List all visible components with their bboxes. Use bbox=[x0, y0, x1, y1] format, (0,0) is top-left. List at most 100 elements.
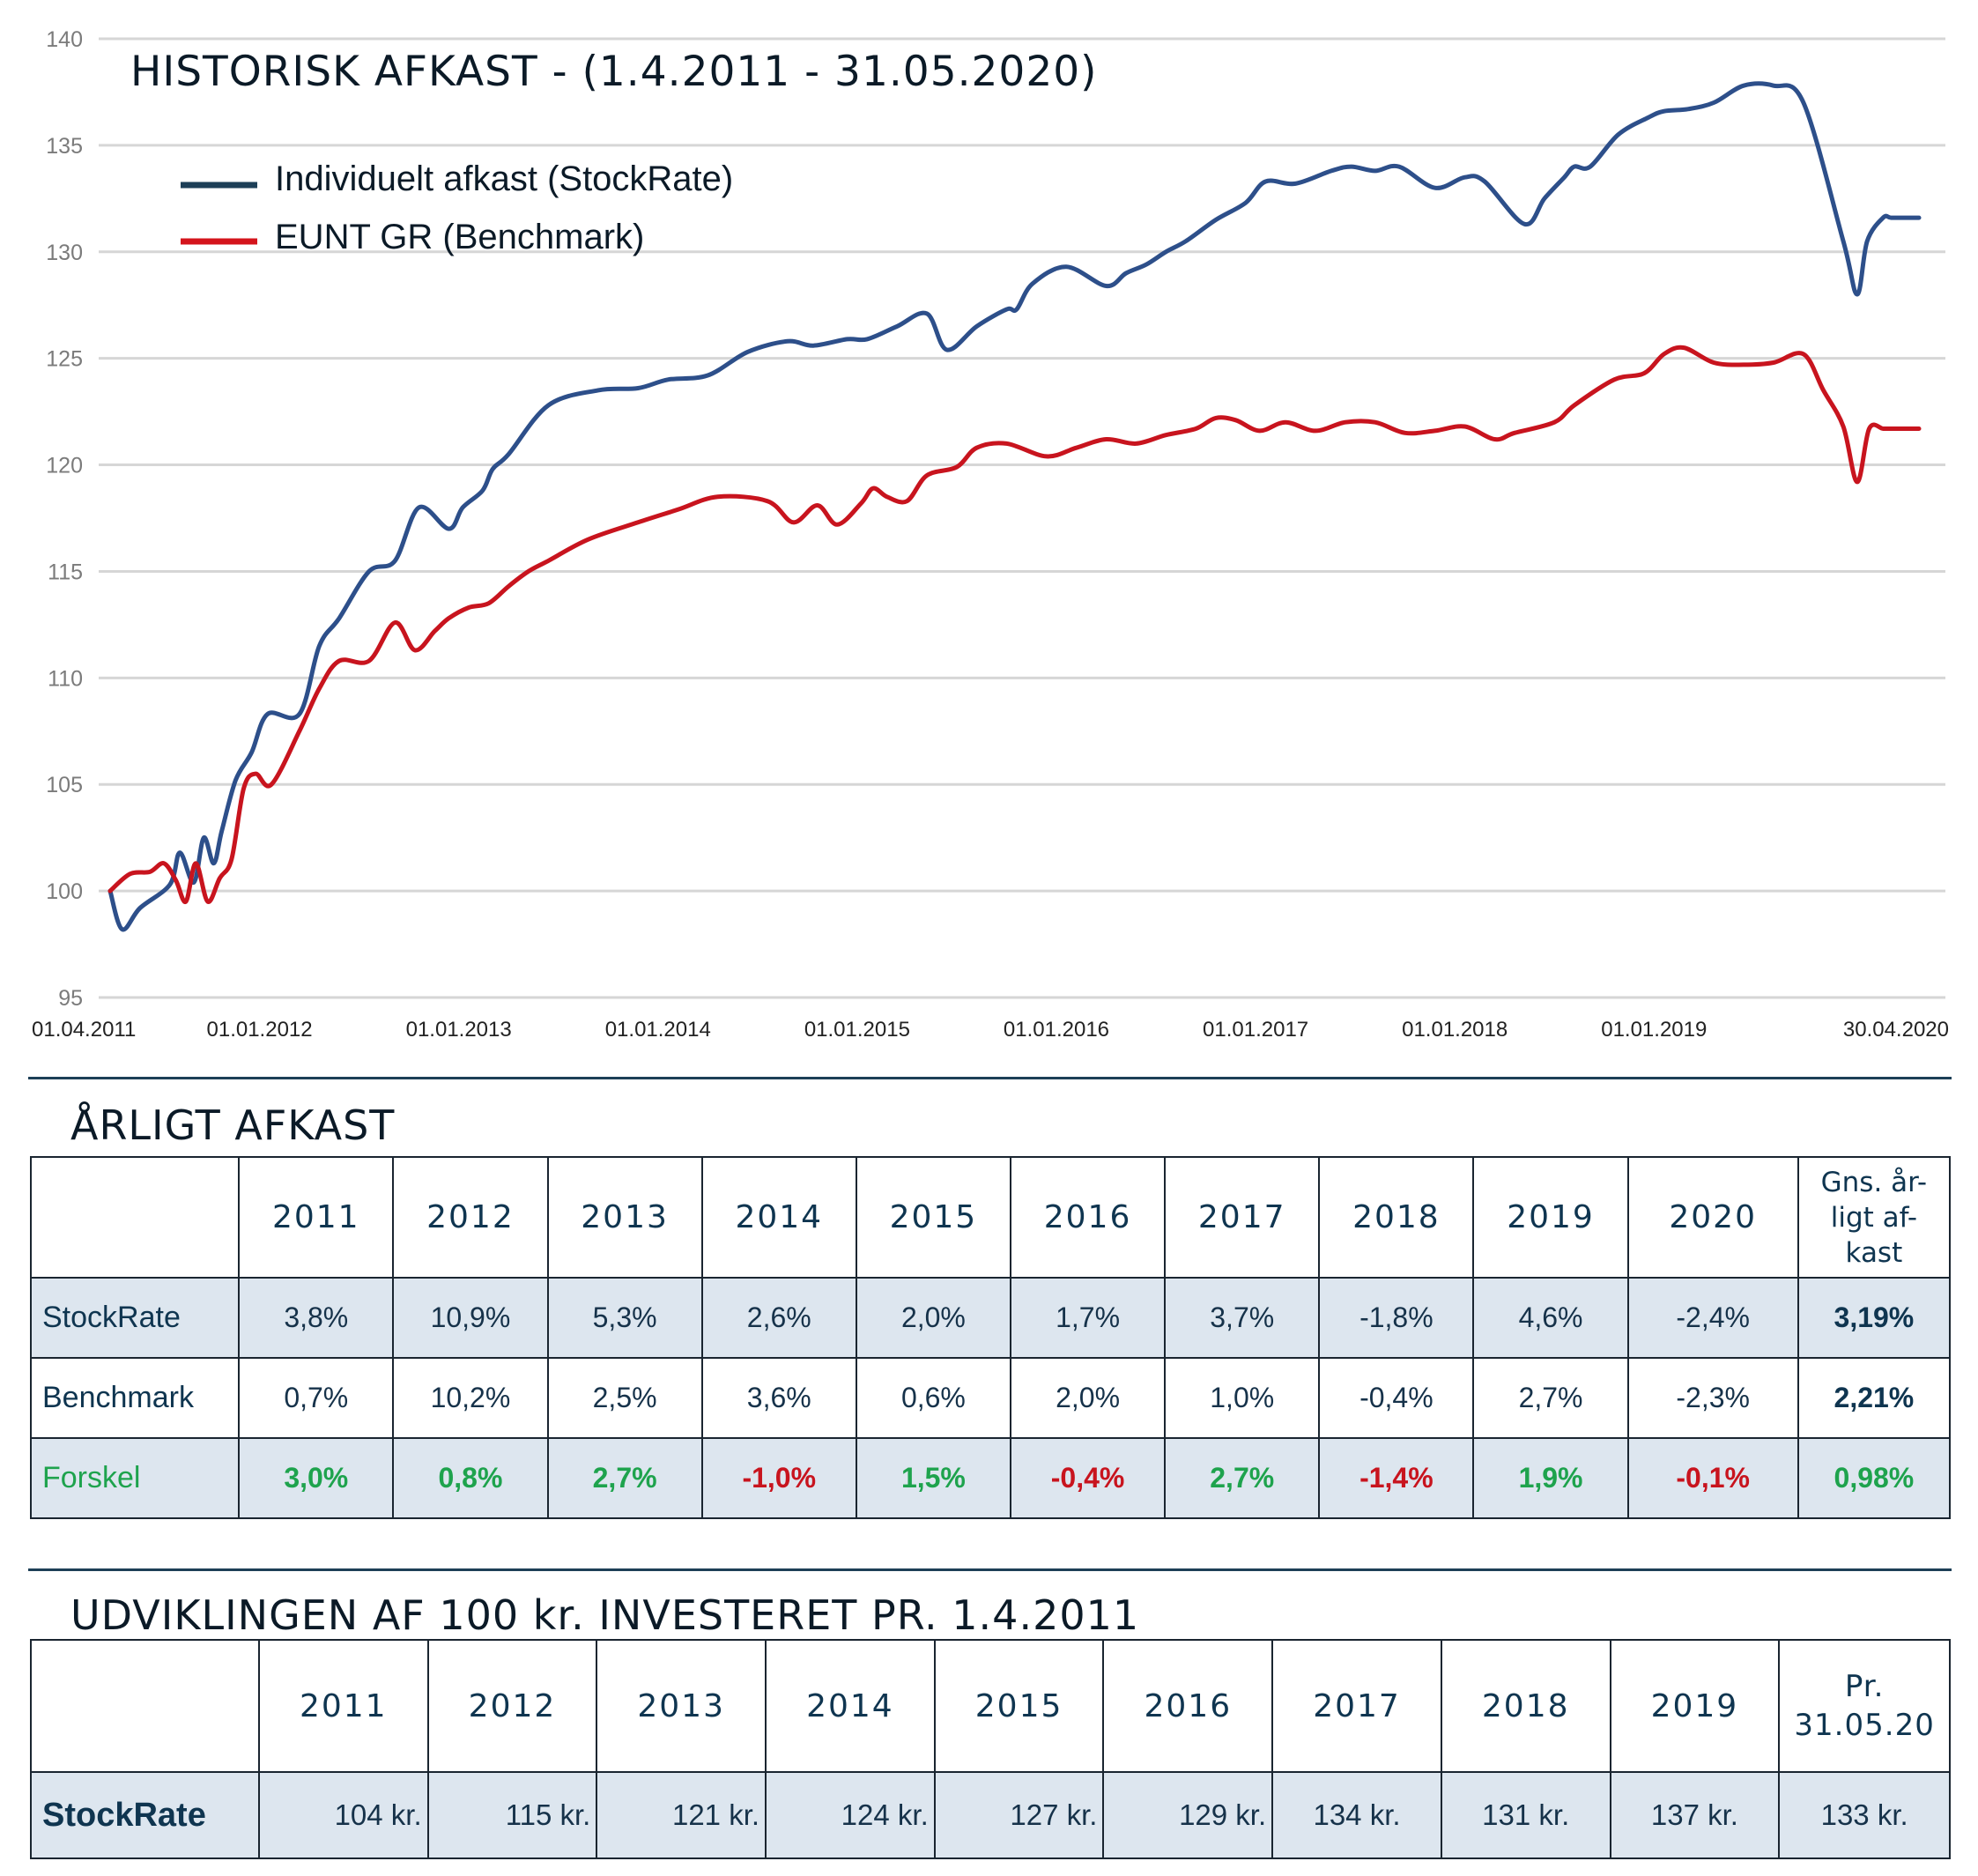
y-tick-label: 115 bbox=[48, 560, 83, 584]
development-value-cell: 124 kr. bbox=[765, 1771, 936, 1859]
y-tick-label: 140 bbox=[46, 27, 83, 52]
development-value-cell: 137 kr. bbox=[1609, 1771, 1781, 1859]
annual-header-year: 2015 bbox=[855, 1156, 1011, 1279]
x-tick-label: 01.01.2013 bbox=[406, 1018, 512, 1042]
annual-value-cell: 2,7% bbox=[1164, 1437, 1321, 1519]
annual-average-cell: 0,98% bbox=[1796, 1437, 1952, 1519]
annual-header-year: 2012 bbox=[392, 1156, 549, 1279]
development-value-cell: 133 kr. bbox=[1778, 1771, 1951, 1859]
development-header-year: 2019 bbox=[1609, 1639, 1781, 1773]
development-header-year: 2013 bbox=[596, 1639, 767, 1773]
annual-value-cell: 1,7% bbox=[1009, 1277, 1167, 1359]
row-label: StockRate bbox=[30, 1771, 260, 1859]
annual-value-cell: 2,5% bbox=[546, 1357, 703, 1439]
development-value-cell: 131 kr. bbox=[1440, 1771, 1611, 1859]
annual-header-year: 2017 bbox=[1164, 1156, 1321, 1279]
development-header-year: 2014 bbox=[765, 1639, 936, 1773]
annual-header-year: 2013 bbox=[546, 1156, 703, 1279]
x-tick-label: 30.04.2020 bbox=[1843, 1018, 1949, 1042]
annual-value-cell: -0,4% bbox=[1318, 1357, 1475, 1439]
annual-value-cell: 10,9% bbox=[392, 1277, 549, 1359]
performance-line-chart: 140 135 130 125 120 115 110 105 100 95 01.04.2011… bbox=[32, 27, 1949, 1042]
development-value-cell: 121 kr. bbox=[596, 1771, 767, 1859]
annual-row-difference: Forskel 3,0% 0,8% 2,7% -1,0% 1,5% -0,4% 2,7% -1,… bbox=[29, 1437, 1952, 1519]
chart-series bbox=[107, 81, 1922, 932]
annual-value-cell: 2,7% bbox=[1472, 1357, 1629, 1439]
annual-average-cell: 2,21% bbox=[1796, 1357, 1952, 1439]
x-tick-label: 01.01.2015 bbox=[804, 1018, 910, 1042]
x-tick-label: 01.01.2017 bbox=[1203, 1018, 1308, 1042]
y-tick-label: 105 bbox=[46, 773, 83, 797]
development-header-year: 2011 bbox=[257, 1639, 429, 1773]
development-header-blank bbox=[30, 1639, 260, 1773]
date-header-line: 31.05.20 bbox=[1794, 1708, 1935, 1743]
development-value-cell: 129 kr. bbox=[1102, 1771, 1274, 1859]
x-tick-label: 01.01.2018 bbox=[1402, 1018, 1508, 1042]
x-axis-ticks: 01.04.2011 01.01.2012 01.01.2013 01.01.2014… bbox=[32, 1018, 1949, 1042]
annual-average-cell: 3,19% bbox=[1796, 1277, 1952, 1359]
annual-value-cell: -2,4% bbox=[1626, 1277, 1799, 1359]
series-line-benchmark bbox=[107, 345, 1922, 904]
annual-header-year: 2016 bbox=[1009, 1156, 1167, 1279]
annual-value-cell: 0,6% bbox=[855, 1357, 1011, 1439]
development-header-year: 2017 bbox=[1271, 1639, 1442, 1773]
annual-value-cell: 3,6% bbox=[700, 1357, 857, 1439]
annual-header-blank bbox=[29, 1156, 241, 1279]
annual-header-row: 2011 2012 2013 2014 2015 2016 2017 2018 … bbox=[29, 1156, 1952, 1279]
annual-value-cell: 2,7% bbox=[546, 1437, 703, 1519]
series-line-stockrate bbox=[107, 81, 1922, 932]
x-tick-label: 01.01.2019 bbox=[1601, 1018, 1707, 1042]
development-value-cell: 115 kr. bbox=[426, 1771, 598, 1859]
avg-header-line: Gns. år- bbox=[1820, 1166, 1928, 1198]
chart-legend: Individuelt afkast (StockRate) EUNT GR (… bbox=[181, 159, 733, 256]
annual-value-cell: -0,4% bbox=[1009, 1437, 1167, 1519]
y-tick-label: 135 bbox=[46, 134, 83, 159]
annual-value-cell: 2,0% bbox=[1009, 1357, 1167, 1439]
development-header-year: 2016 bbox=[1102, 1639, 1274, 1773]
annual-value-cell: -1,0% bbox=[700, 1437, 857, 1519]
annual-header-year: 2014 bbox=[700, 1156, 857, 1279]
annual-value-cell: 0,7% bbox=[238, 1357, 395, 1439]
annual-row-benchmark: Benchmark 0,7% 10,2% 2,5% 3,6% 0,6% 2,0% 1,0% -0… bbox=[29, 1357, 1952, 1439]
annual-header-year: 2019 bbox=[1472, 1156, 1629, 1279]
annual-value-cell: 3,8% bbox=[238, 1277, 395, 1359]
section-divider-development bbox=[28, 1568, 1952, 1571]
y-tick-label: 110 bbox=[48, 666, 83, 691]
avg-header-line: ligt af- bbox=[1830, 1201, 1918, 1234]
annual-value-cell: -1,8% bbox=[1318, 1277, 1475, 1359]
x-tick-label: 01.01.2012 bbox=[207, 1018, 313, 1042]
annual-value-cell: -0,1% bbox=[1626, 1437, 1799, 1519]
row-label: Benchmark bbox=[29, 1357, 241, 1439]
row-label: StockRate bbox=[29, 1277, 241, 1359]
annual-value-cell: 10,2% bbox=[392, 1357, 549, 1439]
x-tick-label: 01.04.2011 bbox=[32, 1018, 136, 1042]
development-header-date: Pr. 31.05.20 bbox=[1778, 1639, 1951, 1773]
annual-header-year: 2020 bbox=[1626, 1156, 1799, 1279]
annual-value-cell: 1,9% bbox=[1472, 1437, 1629, 1519]
y-tick-label: 95 bbox=[58, 986, 83, 1011]
investment-development-table: 2011 2012 2013 2014 2015 2016 2017 2018 … bbox=[30, 1639, 1951, 1859]
y-tick-label: 130 bbox=[46, 241, 83, 265]
x-tick-label: 01.01.2016 bbox=[1004, 1018, 1109, 1042]
annual-value-cell: 2,6% bbox=[700, 1277, 857, 1359]
annual-value-cell: 1,5% bbox=[855, 1437, 1011, 1519]
annual-value-cell: 3,7% bbox=[1164, 1277, 1321, 1359]
development-header-year: 2018 bbox=[1440, 1639, 1611, 1773]
y-axis-ticks: 140 135 130 125 120 115 110 105 100 95 bbox=[46, 27, 83, 1011]
annual-header-year: 2011 bbox=[238, 1156, 395, 1279]
annual-row-stockrate: StockRate 3,8% 10,9% 5,3% 2,6% 2,0% 1,7% 3,7% -1… bbox=[29, 1277, 1952, 1359]
annual-value-cell: 5,3% bbox=[546, 1277, 703, 1359]
x-tick-label: 01.01.2014 bbox=[605, 1018, 711, 1042]
annual-value-cell: -2,3% bbox=[1626, 1357, 1799, 1439]
annual-returns-table: 2011 2012 2013 2014 2015 2016 2017 2018 … bbox=[29, 1156, 1952, 1519]
section-divider-annual bbox=[28, 1077, 1952, 1079]
avg-header-line: kast bbox=[1845, 1236, 1903, 1269]
development-value-cell: 134 kr. bbox=[1271, 1771, 1442, 1859]
y-tick-label: 120 bbox=[46, 454, 83, 478]
row-label: Forskel bbox=[29, 1437, 241, 1519]
development-row-stockrate: StockRate 104 kr. 115 kr. 121 kr. 124 kr. 127… bbox=[30, 1771, 1951, 1859]
annual-value-cell: 4,6% bbox=[1472, 1277, 1629, 1359]
annual-value-cell: 1,0% bbox=[1164, 1357, 1321, 1439]
legend-label-stockrate: Individuelt afkast (StockRate) bbox=[275, 159, 733, 198]
chart-gridlines bbox=[99, 37, 1945, 999]
